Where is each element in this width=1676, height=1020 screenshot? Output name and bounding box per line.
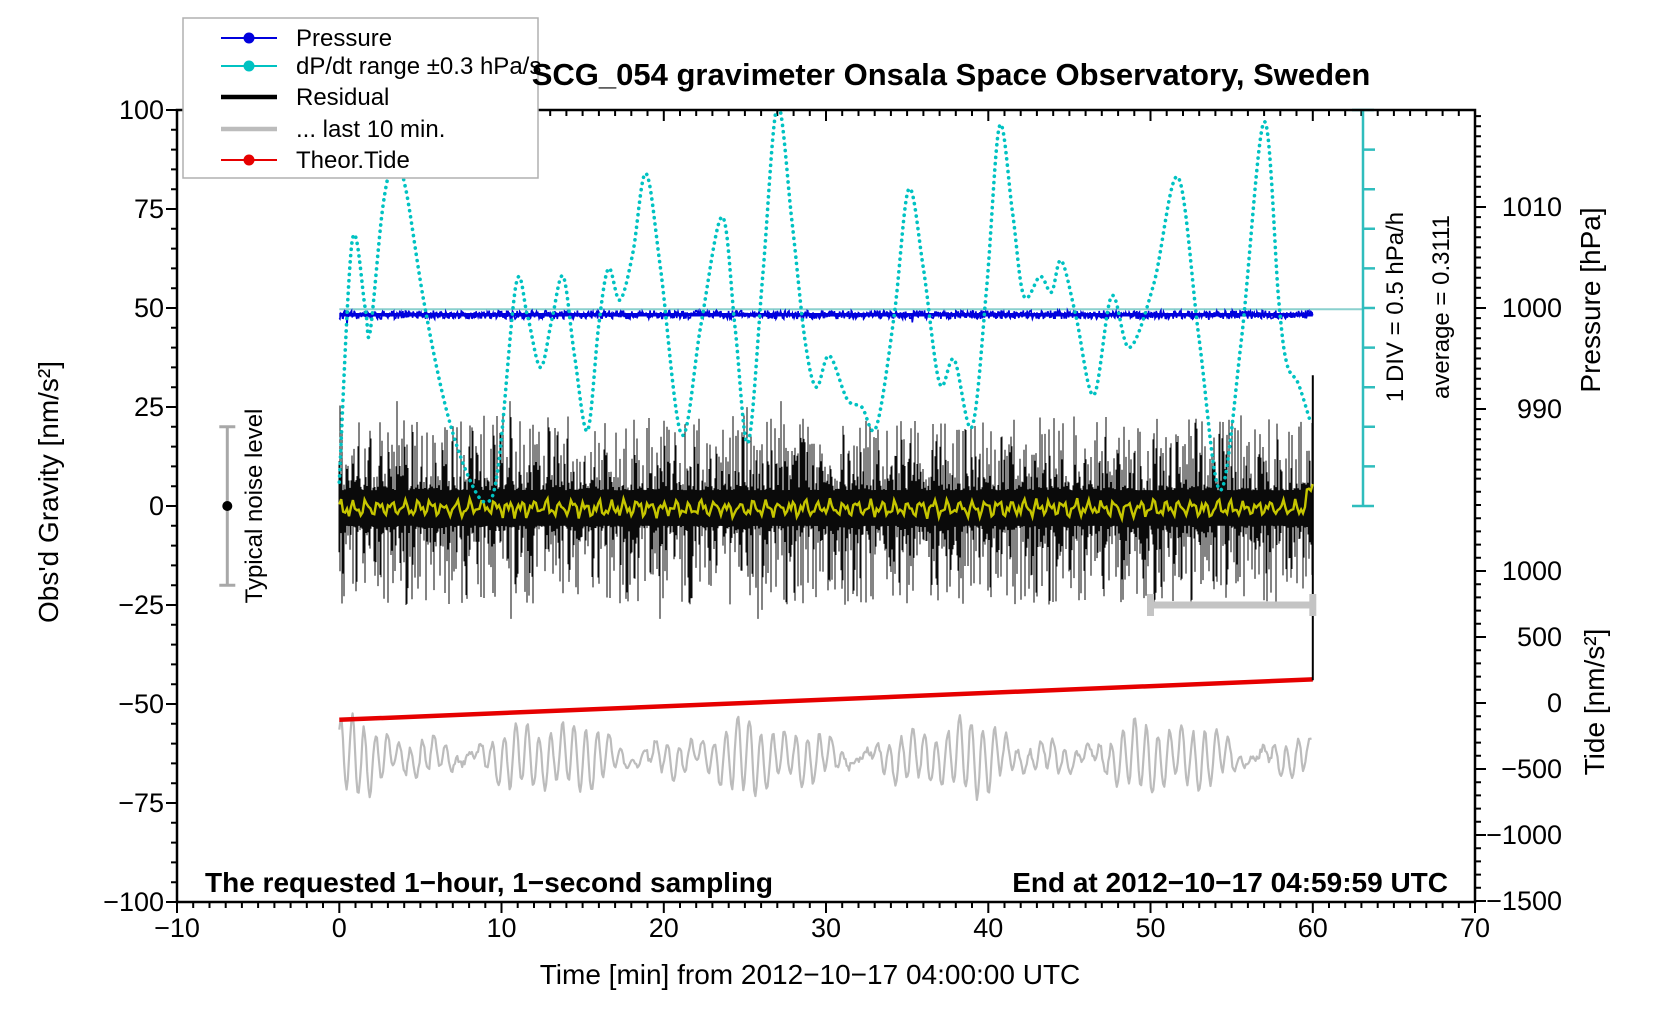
legend-dpdt-dot <box>243 60 255 72</box>
pressure-axis-title: Pressure [hPa] <box>1575 207 1606 392</box>
div-scale-bar <box>1352 108 1375 508</box>
legend-tide-label: Theor.Tide <box>296 147 410 174</box>
legend-pressure-label: Pressure <box>296 25 392 52</box>
y-left-tick-label: −50 <box>118 689 164 719</box>
pressure-tick-label: 990 <box>1517 394 1562 424</box>
x-tick-label: 40 <box>973 913 1003 943</box>
pressure-tick-label: 1010 <box>1502 192 1562 222</box>
legend-box: Pressure dP/dt range ±0.3 hPa/s Residual… <box>182 17 541 179</box>
x-tick-label: 30 <box>811 913 841 943</box>
x-tick-label: −10 <box>154 913 200 943</box>
x-tick-label: 10 <box>486 913 516 943</box>
y-left-tick-label: −75 <box>118 788 164 818</box>
x-tick-label: 70 <box>1460 913 1490 943</box>
y-left-tick-label: 100 <box>119 95 164 125</box>
y-left-tick-label: 0 <box>149 491 164 521</box>
legend-residual-label: Residual <box>296 84 389 111</box>
x-tick-label: 50 <box>1135 913 1165 943</box>
plot-frame <box>175 108 1477 904</box>
dpdt-dotted-curve <box>337 111 1312 504</box>
legend-last10-label: ... last 10 min. <box>296 116 445 143</box>
theor-tide-line <box>339 677 1313 723</box>
x-axis-title: Time [min] from 2012−10−17 04:00:00 UTC <box>540 959 1081 990</box>
y-left-tick-label: 75 <box>134 194 164 224</box>
div-scale-label: 1 DIV = 0.5 hPa/h <box>1382 212 1409 402</box>
y-left-tick-label: −25 <box>118 590 164 620</box>
x-tick-label: 20 <box>649 913 679 943</box>
y-left-tick-label: 50 <box>134 293 164 323</box>
y-left-axis-title: Obs'd Gravity [nm/s²] <box>33 361 64 623</box>
x-tick-label: 60 <box>1298 913 1328 943</box>
tide-tick-label: 500 <box>1517 622 1562 652</box>
tide-tick-label: −1000 <box>1486 820 1562 850</box>
data-series-layer <box>337 111 1363 801</box>
legend-dpdt-label: dP/dt range ±0.3 hPa/s <box>296 53 541 80</box>
noise-level-label: Typical noise level <box>241 409 268 604</box>
tide-tick-label: −1500 <box>1486 886 1562 916</box>
tide-tick-label: 0 <box>1547 688 1562 718</box>
end-time-annotation: End at 2012−10−17 04:59:59 UTC <box>1012 867 1448 898</box>
typical-noise-dot <box>222 501 233 511</box>
last10min-curve <box>338 712 1312 801</box>
tide-tick-label: −500 <box>1501 754 1562 784</box>
x-tick-label: 0 <box>332 913 347 943</box>
tide-axis-title: Tide [nm/s²] <box>1579 629 1610 776</box>
last10min-range-bar <box>1147 594 1317 616</box>
legend-pressure-dot <box>243 32 255 44</box>
sampling-annotation: The requested 1−hour, 1−second sampling <box>205 867 773 898</box>
pressure-tick-label: 1000 <box>1502 293 1562 323</box>
y-left-tick-label: 25 <box>134 392 164 422</box>
chart-title: SCG_054 gravimeter Onsala Space Observat… <box>532 57 1371 92</box>
average-value-label: average = 0.3111 <box>1428 215 1455 399</box>
pressure-noise-line <box>338 307 1314 327</box>
y-left-tick-label: −100 <box>103 887 164 917</box>
residual-smooth-line <box>338 483 1314 524</box>
tide-tick-label: 1000 <box>1502 556 1562 586</box>
legend-tide-dot <box>243 154 255 166</box>
